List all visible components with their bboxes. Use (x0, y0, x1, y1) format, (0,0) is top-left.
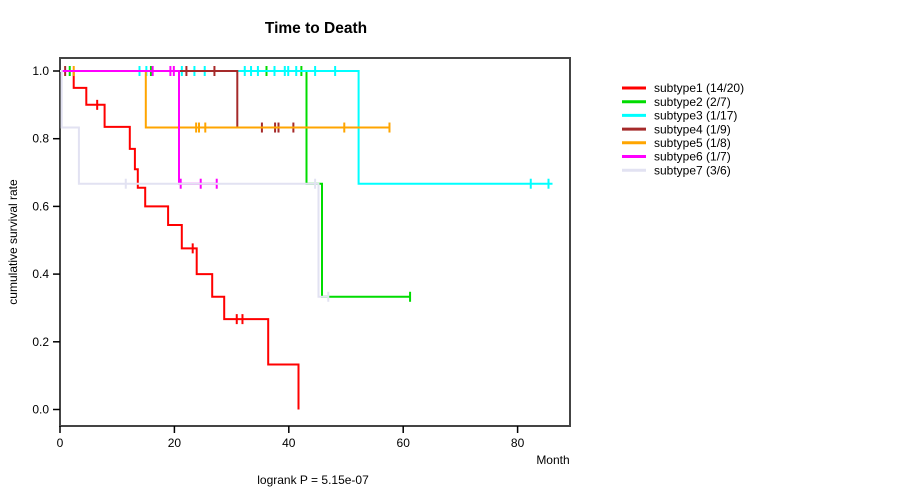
legend-label-subtype7: subtype7 (3/6) (654, 163, 731, 177)
legend-item-subtype4: subtype4 (1/9) (622, 122, 731, 136)
legend-label-subtype1: subtype1 (14/20) (654, 81, 744, 95)
legend-label-subtype6: subtype6 (1/7) (654, 150, 731, 164)
y-tick-label: 0.2 (32, 335, 49, 349)
y-tick-label: 0.8 (32, 132, 49, 146)
y-tick-label: 0.4 (32, 267, 49, 281)
x-tick-label: 0 (57, 436, 64, 450)
x-axis-label: Month (536, 453, 569, 467)
survival-curve-subtype5 (60, 70, 390, 129)
chart-title: Time to Death (265, 20, 367, 37)
x-tick-label: 20 (168, 436, 182, 450)
logrank-pvalue: logrank P = 5.15e-07 (257, 473, 369, 487)
legend-label-subtype2: subtype2 (2/7) (654, 95, 731, 109)
legend-item-subtype3: subtype3 (1/17) (622, 109, 737, 123)
survival-curve-subtype4 (60, 70, 294, 129)
legend-item-subtype6: subtype6 (1/7) (622, 150, 731, 164)
legend-label-subtype3: subtype3 (1/17) (654, 109, 737, 123)
survival-curve-subtype7 (60, 70, 329, 298)
x-tick-label: 40 (282, 436, 296, 450)
y-tick-label: 1.0 (32, 64, 49, 78)
x-tick-label: 60 (397, 436, 411, 450)
survival-curve-subtype1 (60, 70, 300, 410)
y-axis-label: cumulative survival rate (6, 179, 20, 305)
legend-item-subtype1: subtype1 (14/20) (622, 81, 744, 95)
legend-item-subtype5: subtype5 (1/8) (622, 136, 731, 150)
legend-item-subtype7: subtype7 (3/6) (622, 163, 731, 177)
legend-label-subtype4: subtype4 (1/9) (654, 122, 731, 136)
legend-label-subtype5: subtype5 (1/8) (654, 136, 731, 150)
legend-item-subtype2: subtype2 (2/7) (622, 95, 731, 109)
y-tick-label: 0.0 (32, 403, 49, 417)
plot-border (59, 57, 571, 427)
y-tick-label: 0.6 (32, 199, 49, 213)
x-tick-label: 80 (511, 436, 525, 450)
